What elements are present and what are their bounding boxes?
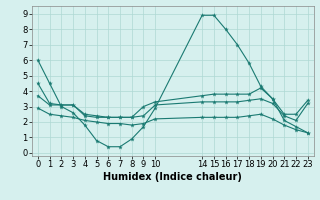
- X-axis label: Humidex (Indice chaleur): Humidex (Indice chaleur): [103, 172, 242, 182]
